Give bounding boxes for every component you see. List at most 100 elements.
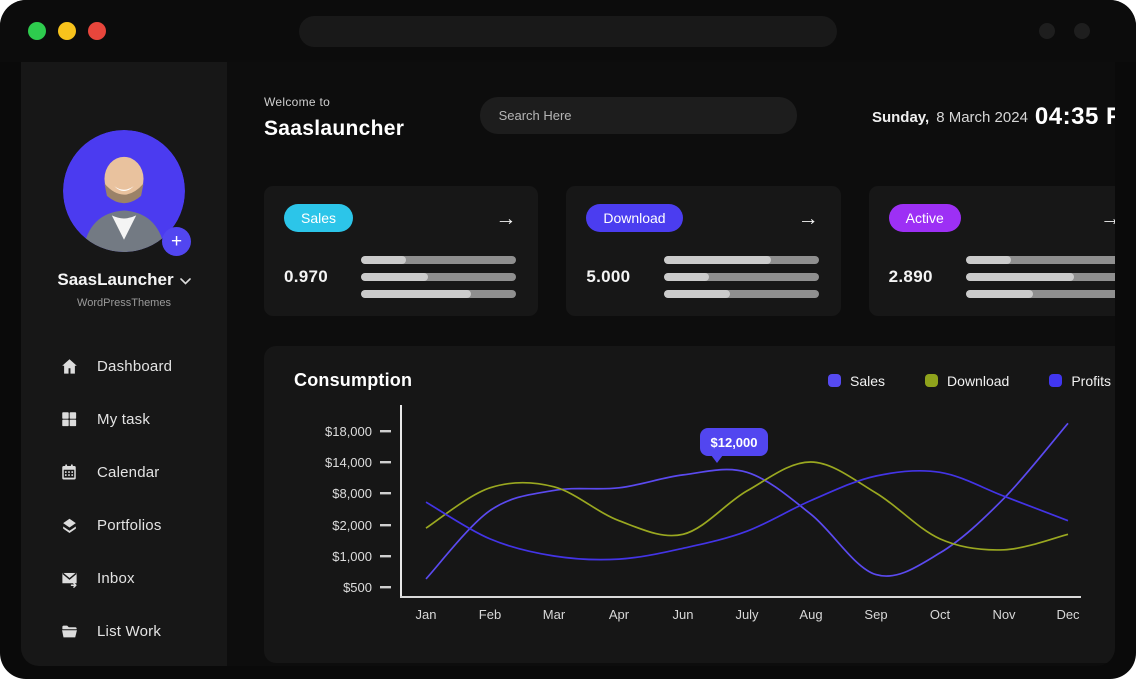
arrow-right-icon[interactable]: → <box>797 206 819 230</box>
sidebar-item-label: Calendar <box>97 463 160 481</box>
x-tick-label: Feb <box>479 607 501 622</box>
legend-label: Profits <box>1071 372 1111 389</box>
progress-bar <box>361 273 517 281</box>
browser-chrome <box>0 0 1136 62</box>
sidebar-item-calendar[interactable]: Calendar <box>60 459 227 485</box>
stat-badge: Download <box>586 204 683 232</box>
legend-label: Download <box>947 372 1010 389</box>
chart-plot: $18,000 $14,000 $8,000 $2,000 $1,000 $500 Jan F… <box>294 397 1111 637</box>
sidebar-item-inbox[interactable]: Inbox <box>60 565 227 591</box>
traffic-light-red[interactable] <box>88 22 106 40</box>
series-line-sales <box>425 422 1069 580</box>
legend-dot-icon <box>828 374 842 387</box>
traffic-lights <box>28 22 106 40</box>
legend-item-sales: Sales <box>828 373 885 389</box>
x-tick-label: Oct <box>930 607 951 622</box>
stat-value: 2.890 <box>888 267 933 286</box>
series-line-download <box>425 461 1069 551</box>
stat-badge: Active <box>888 204 961 232</box>
chart-tooltip: $12,000 <box>700 428 768 463</box>
circle-button-icon[interactable] <box>1074 23 1090 39</box>
x-tick-label: Jan <box>416 607 437 622</box>
y-tick-label: $500 <box>343 580 372 595</box>
stat-card-sales: Sales → 0.970 <box>264 186 539 316</box>
progress-bar <box>965 273 1115 281</box>
x-tick-label: Apr <box>609 607 630 622</box>
consumption-chart: $18,000 $14,000 $8,000 $2,000 $1,000 $500 Jan F… <box>325 405 1081 622</box>
page-header: Welcome to Saaslauncher Sunday, 8 March … <box>264 95 1115 141</box>
chevron-down-icon[interactable] <box>179 270 191 290</box>
progress-bar <box>361 256 517 264</box>
y-tick <box>380 555 391 558</box>
progress-bar <box>663 256 819 264</box>
series-line-profits <box>425 469 1069 561</box>
traffic-light-green[interactable] <box>28 22 46 40</box>
stat-cards-row: Sales → 0.970 Download → 5.000 Active → 2.890 <box>264 186 1115 316</box>
chart-legend: Sales Download Profits <box>828 373 1111 389</box>
x-tick-label: Dec <box>1056 607 1080 622</box>
chart-title: Consumption <box>294 370 413 390</box>
y-tick-label: $18,000 <box>325 424 372 439</box>
y-tick <box>380 524 391 527</box>
sidebar-item-portfolios[interactable]: Portfolios <box>60 512 227 538</box>
date-day: Sunday, <box>871 108 930 126</box>
stat-card-download: Download → 5.000 <box>566 186 841 316</box>
datetime: Sunday, 8 March 2024 04:35 PM <box>872 103 1115 131</box>
welcome-text: Welcome to <box>264 95 331 109</box>
arrow-right-icon[interactable]: → <box>1100 208 1115 229</box>
clock-time: 04:35 PM <box>1034 103 1115 130</box>
progress-bar <box>965 256 1115 264</box>
page-title: Saaslauncher <box>264 117 405 140</box>
sidebar-item-label: My task <box>97 410 151 428</box>
y-tick-label: $8,000 <box>332 486 372 501</box>
calendar-icon <box>60 462 80 482</box>
stat-bars <box>361 256 517 298</box>
circle-button-icon[interactable] <box>1039 23 1055 39</box>
traffic-light-yellow[interactable] <box>58 22 76 40</box>
stat-bars <box>965 256 1115 298</box>
stat-value: 0.970 <box>284 267 329 286</box>
y-tick <box>380 492 391 495</box>
progress-bar <box>663 290 819 298</box>
grid-icon <box>60 409 80 429</box>
avatar[interactable] <box>63 130 185 252</box>
legend-dot-icon <box>1049 374 1063 387</box>
add-button[interactable]: + <box>162 227 191 256</box>
sidebar-item-label: Portfolios <box>97 516 162 534</box>
stat-badge: Sales <box>284 204 354 232</box>
sidebar-item-list-work[interactable]: List Work <box>60 618 227 644</box>
chrome-buttons <box>1039 23 1090 39</box>
consumption-chart-card: Consumption Sales Download Profits $18,000… <box>264 346 1115 663</box>
y-tick-label: $14,000 <box>325 455 372 470</box>
stat-value: 5.000 <box>586 267 631 286</box>
legend-dot-icon <box>925 374 939 387</box>
sidebar: + SaasLauncher WordPressThemes Dashboard… <box>21 62 227 666</box>
legend-item-download: Download <box>925 373 1009 389</box>
progress-bar <box>361 290 517 298</box>
arrow-right-icon[interactable]: → <box>495 206 517 230</box>
main-content: Welcome to Saaslauncher Sunday, 8 March … <box>227 62 1115 666</box>
y-tick <box>380 586 391 589</box>
y-tick-label: $1,000 <box>332 549 372 564</box>
legend-item-profits: Profits <box>1049 373 1111 389</box>
browser-url-bar[interactable] <box>299 16 837 47</box>
sidebar-item-my-task[interactable]: My task <box>60 406 227 432</box>
x-tick-label: Aug <box>799 607 822 622</box>
sidebar-item-label: List Work <box>97 622 162 640</box>
x-tick-label: Jun <box>673 607 694 622</box>
progress-bar <box>663 273 819 281</box>
search-input[interactable] <box>479 97 797 134</box>
sidebar-item-label: Inbox <box>97 569 135 587</box>
x-tick-label: Nov <box>992 607 1016 622</box>
sidebar-nav: Dashboard My task Calendar Portfolios Inbox L… <box>21 353 227 666</box>
profile-name: SaasLauncher <box>57 270 174 289</box>
profile-subtitle: WordPressThemes <box>77 297 171 309</box>
sidebar-item-dashboard[interactable]: Dashboard <box>60 353 227 379</box>
x-tick-label: July <box>735 607 759 622</box>
home-icon <box>60 356 80 376</box>
folder-icon <box>60 621 80 641</box>
y-tick <box>380 461 391 464</box>
y-tick <box>380 430 391 433</box>
y-tick-label: $2,000 <box>332 518 372 533</box>
